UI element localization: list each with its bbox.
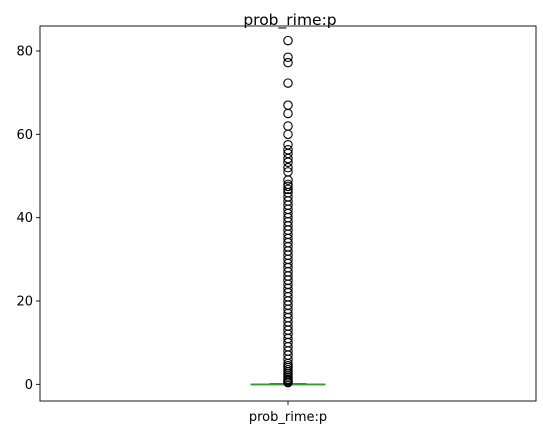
y-tick-label: 20 [16, 295, 33, 310]
chart-title: prob_rime:p [243, 11, 336, 30]
outlier-point [283, 121, 293, 131]
outlier-point [283, 35, 293, 46]
outlier-point [283, 140, 293, 150]
outlier-point [283, 100, 293, 110]
outlier-points [283, 35, 293, 388]
outlier-point [283, 181, 293, 192]
y-tick-label: 40 [16, 211, 33, 226]
outlier-point [283, 57, 293, 68]
y-axis: 0 20 40 60 80 [16, 45, 40, 393]
x-axis: prob_rime:p [249, 401, 327, 425]
outlier-point [283, 157, 293, 168]
outlier-point [283, 162, 293, 173]
outlier-point [283, 153, 293, 164]
outlier-point [283, 377, 293, 388]
x-tick-label: prob_rime:p [249, 410, 327, 425]
outlier-point [283, 129, 293, 140]
outlier-point [283, 184, 293, 195]
outlier-point [283, 108, 293, 119]
outlier-point [283, 52, 293, 62]
y-tick-label: 60 [16, 128, 33, 143]
y-tick-label: 80 [16, 45, 33, 60]
outlier-point [283, 175, 293, 185]
y-tick-label: 0 [25, 378, 33, 393]
outlier-point [283, 78, 293, 88]
